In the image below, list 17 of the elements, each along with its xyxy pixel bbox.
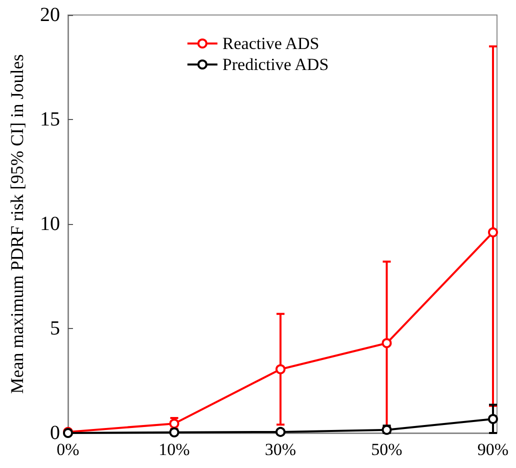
point: [382, 338, 392, 348]
x-tick-label: 90%: [477, 440, 509, 459]
legend-label: Reactive ADS: [222, 34, 320, 53]
x-tick-label: 30%: [264, 440, 296, 459]
point: [488, 227, 498, 238]
legend-label: Predictive ADS: [222, 55, 329, 74]
point: [276, 364, 286, 374]
point: [488, 414, 498, 424]
point: [169, 427, 180, 438]
y-tick-label: 15: [40, 108, 60, 130]
y-tick-label: 5: [50, 318, 60, 340]
y-tick-label: 10: [40, 213, 60, 235]
y-tick-label: 20: [40, 4, 60, 26]
x-tick-label: 10%: [158, 440, 190, 459]
y-axis-title: Mean maximum PDRF risk [95% CI] in Joules: [7, 54, 27, 394]
point: [276, 426, 286, 437]
x-tick-label: 50%: [371, 440, 402, 459]
